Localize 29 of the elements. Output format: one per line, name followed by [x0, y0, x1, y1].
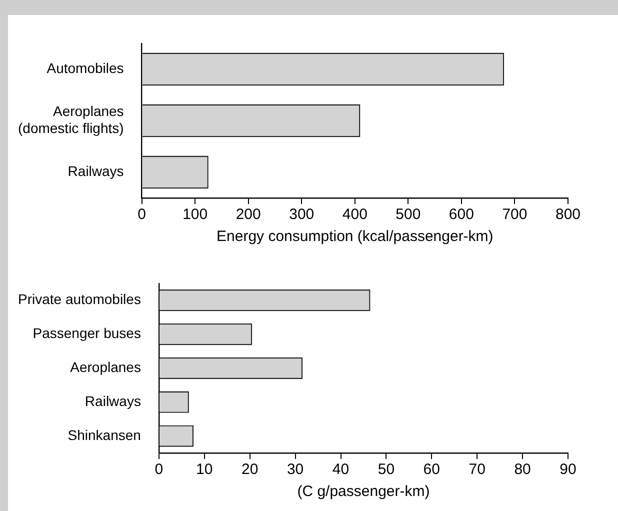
x-tick-label: 0: [138, 206, 146, 224]
x-tick-label: 300: [289, 206, 314, 224]
x-tick-label: 90: [560, 461, 576, 478]
x-tick-label: 500: [396, 206, 421, 224]
y-tick-label: Automobiles: [46, 60, 124, 76]
y-tick-label: Aeroplanes: [70, 359, 141, 376]
x-tick-label: 80: [514, 461, 531, 478]
y-tick-label: Private automobiles: [18, 291, 141, 308]
x-axis-title: (C g/passenger-km): [297, 483, 430, 500]
y-tick-label: Passenger buses: [32, 325, 141, 342]
x-tick-label: 0: [154, 461, 164, 478]
y-tick-label: Shinkansen: [68, 426, 141, 443]
x-tick-label: 70: [468, 461, 486, 478]
x-tick-label: 50: [378, 461, 395, 478]
x-tick-label: 100: [182, 206, 208, 224]
x-tick-label: 200: [236, 206, 261, 224]
x-tick-label: 600: [448, 206, 474, 224]
x-tick-label: 20: [242, 461, 258, 478]
x-tick-label: 400: [342, 206, 368, 224]
y-tick-label: Railways: [68, 163, 124, 180]
y-tick-label: Aeroplanes (domestic flights): [18, 103, 124, 136]
x-tick-label: 10: [196, 461, 213, 478]
x-tick-label: 40: [332, 461, 350, 478]
x-tick-label: 800: [555, 206, 581, 224]
x-tick-label: 30: [286, 461, 304, 478]
y-tick-label: Railways: [84, 392, 141, 409]
x-axis-title: Energy consumption (kcal/passenger-km): [216, 228, 494, 246]
x-tick-label: 60: [423, 461, 440, 478]
x-tick-label: 700: [502, 206, 528, 224]
